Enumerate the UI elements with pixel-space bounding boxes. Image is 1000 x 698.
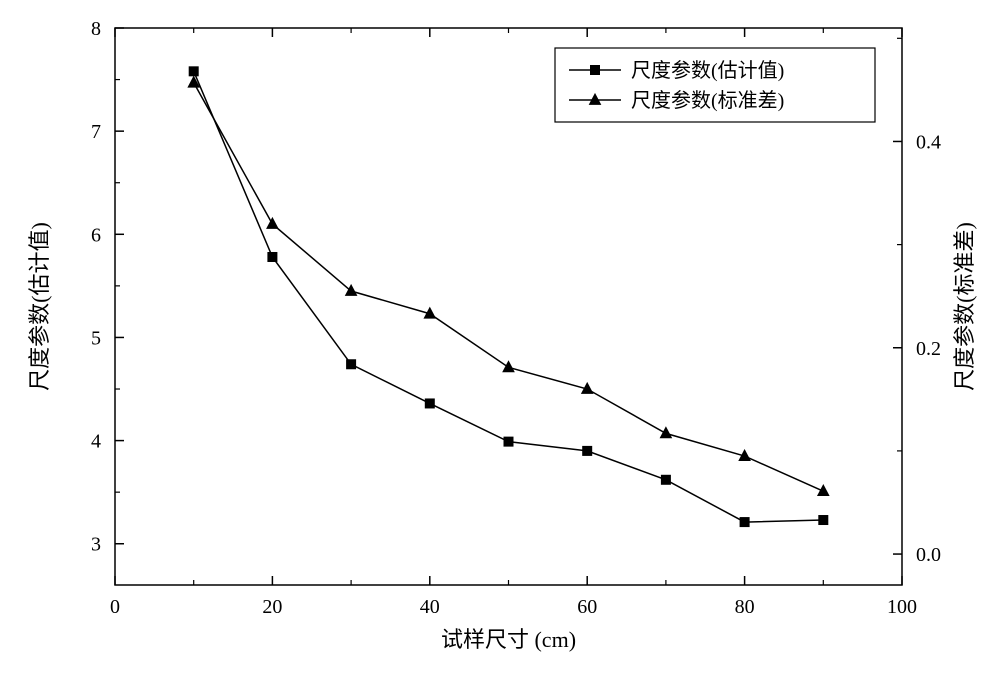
y-right-tick-label: 0.4: [916, 131, 941, 153]
legend-marker-0: [591, 66, 600, 75]
y-left-tick-label: 8: [91, 18, 101, 40]
legend-label-1: 尺度参数(标准差): [631, 89, 784, 112]
series-marker-1: [267, 218, 278, 228]
series-marker-0: [347, 360, 356, 369]
x-axis-label: 试样尺寸 (cm): [441, 627, 576, 652]
legend-label-0: 尺度参数(估计值): [631, 59, 784, 82]
series-marker-0: [504, 437, 513, 446]
x-tick-label: 40: [420, 596, 440, 618]
y-left-tick-label: 5: [91, 327, 101, 349]
y-right-tick-label: 0.0: [916, 544, 941, 566]
x-tick-label: 80: [735, 596, 755, 618]
y-left-axis-label: 尺度参数(估计值): [27, 222, 52, 391]
series-marker-0: [268, 252, 277, 261]
chart-container: 0 20 40 60 80 100 试样尺寸 (cm) 3 4 5 6 7 8 尺度参数(估计值) 0.0 0…: [0, 0, 1000, 698]
series-marker-0: [819, 516, 828, 525]
series-marker-0: [740, 518, 749, 527]
series-marker-1: [818, 485, 829, 495]
x-tick-label: 20: [262, 596, 282, 618]
x-tick-label: 0: [110, 596, 120, 618]
series-marker-1: [503, 361, 514, 371]
legend-marker-1: [590, 94, 601, 104]
x-tick-label: 60: [577, 596, 597, 618]
x-tick-label: 100: [887, 596, 917, 618]
series-marker-1: [660, 427, 671, 437]
y-left-tick-label: 7: [91, 121, 101, 143]
series-marker-0: [583, 446, 592, 455]
series-marker-0: [425, 399, 434, 408]
line-chart: 0 20 40 60 80 100 试样尺寸 (cm) 3 4 5 6 7 8 尺度参数(估计值) 0.0 0…: [0, 0, 1000, 698]
series-marker-0: [189, 67, 198, 76]
series-marker-0: [661, 475, 670, 484]
series-marker-1: [346, 285, 357, 295]
series-line-1: [194, 83, 824, 491]
y-left-tick-label: 3: [91, 534, 101, 556]
series-line-0: [194, 71, 824, 522]
y-left-tick-label: 4: [91, 431, 101, 453]
y-left-tick-label: 6: [91, 224, 101, 246]
y-right-axis-label: 尺度参数(标准差): [952, 222, 977, 391]
y-right-tick-label: 0.2: [916, 338, 941, 360]
